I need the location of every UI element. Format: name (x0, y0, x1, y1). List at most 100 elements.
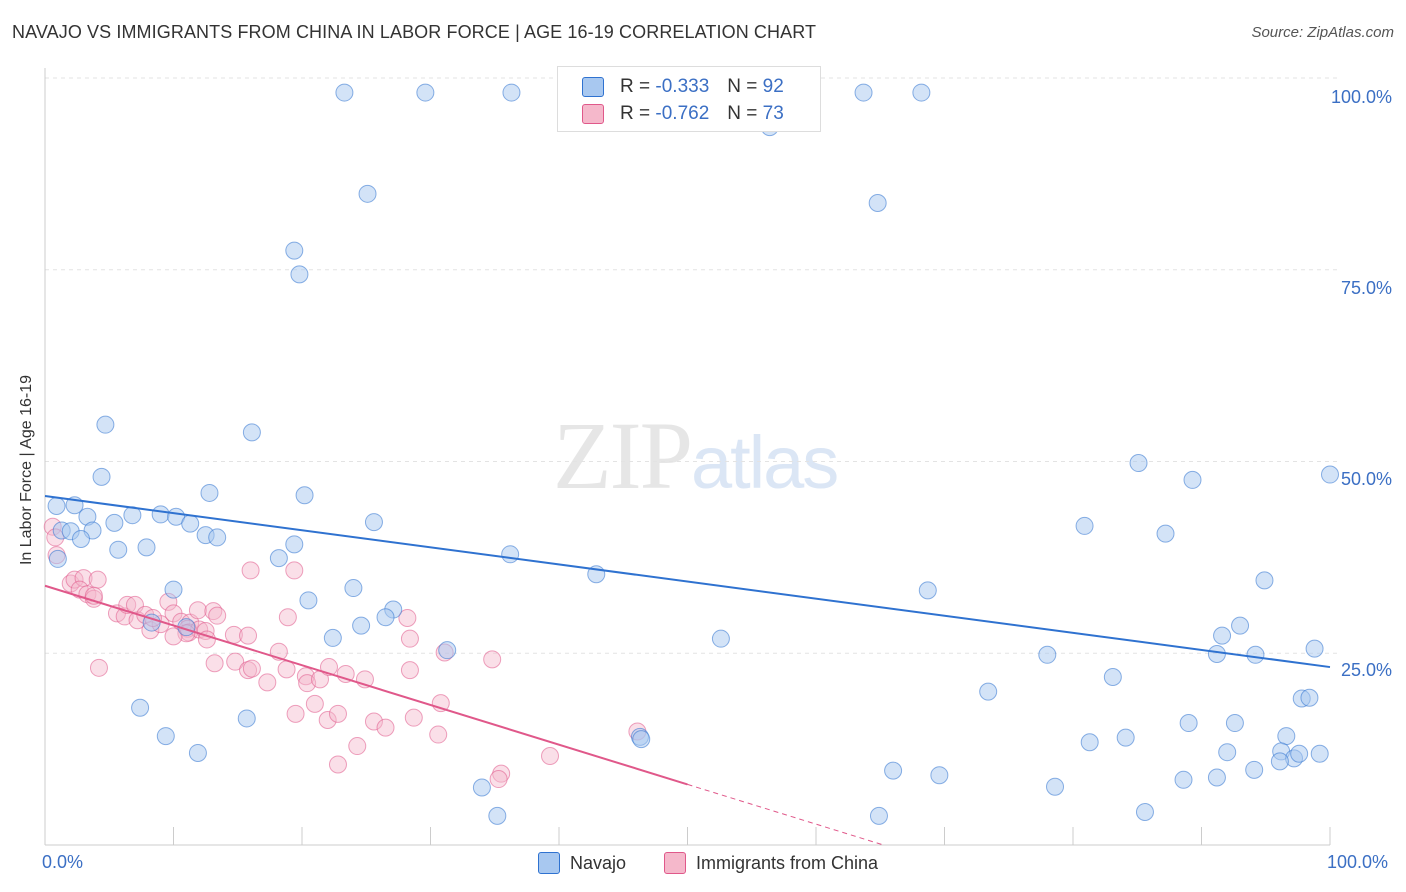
china-point (541, 747, 560, 766)
navajo-point (869, 806, 888, 825)
source-label: Source: ZipAtlas.com (1251, 24, 1394, 41)
navajo-point (711, 629, 730, 648)
navajo-point (979, 682, 998, 701)
navajo-point (1231, 616, 1250, 635)
navajo-point (1270, 752, 1289, 771)
china-trendline (44, 584, 688, 786)
navajo-point (156, 727, 175, 746)
china-point (483, 650, 502, 669)
bottom-legend-swatch-navajo (538, 852, 560, 874)
navajo-point (1038, 645, 1057, 664)
legend-swatch-navajo (582, 77, 604, 97)
navajo-point (1207, 645, 1226, 664)
bottom-legend-china: Immigrants from China (664, 852, 878, 874)
navajo-point (352, 616, 371, 635)
navajo-point (290, 265, 309, 284)
navajo-point (472, 778, 491, 797)
legend-r-value: -0.762 (655, 103, 710, 124)
china-point (492, 764, 511, 783)
navajo-point (242, 423, 261, 442)
navajo-point (1075, 516, 1094, 535)
y-tick-label: 50.0% (1340, 469, 1392, 489)
navajo-point (208, 528, 227, 547)
china-point (296, 667, 315, 686)
navajo-point (1321, 465, 1339, 484)
navajo-point (632, 730, 651, 749)
gridlines (45, 77, 1340, 654)
china-point (208, 606, 227, 625)
navajo-point (1277, 727, 1296, 746)
navajo-point (105, 513, 124, 532)
navajo-point (1225, 714, 1244, 733)
navajo-point (200, 483, 219, 502)
chart-title: NAVAJO VS IMMIGRANTS FROM CHINA IN LABOR… (12, 22, 817, 42)
legend-r-label: R = (620, 76, 651, 97)
china-point (328, 704, 347, 723)
navajo-point (164, 580, 183, 599)
bottom-legend-navajo: Navajo (538, 852, 626, 874)
china-point (364, 712, 383, 731)
navajo-point (299, 591, 318, 610)
navajo-point (335, 83, 354, 102)
navajo-point (71, 529, 90, 548)
navajo-point (1207, 768, 1226, 787)
china-point (88, 570, 107, 589)
china-point (258, 673, 277, 692)
china-point (328, 755, 347, 774)
navajo-point (854, 83, 873, 102)
legend-row-china: R = -0.762 N = 73 (582, 103, 784, 125)
china-points (43, 517, 647, 789)
navajo-point (376, 608, 395, 627)
legend-r-label: R = (620, 103, 651, 124)
x-tick-label: 100.0% (1327, 852, 1389, 872)
navajo-point (285, 535, 304, 554)
navajo-point (188, 743, 207, 762)
legend-n-label: N = (727, 103, 758, 124)
china-point (241, 561, 260, 580)
navajo-point (416, 83, 435, 102)
navajo-points (47, 83, 1339, 825)
navajo-point (501, 545, 520, 564)
navajo-point (96, 415, 115, 434)
legend-n-value: 92 (762, 76, 784, 97)
navajo-point (1179, 714, 1198, 733)
navajo-point (1218, 743, 1237, 762)
navajo-point (488, 806, 507, 825)
china-point (205, 654, 224, 673)
china-point (348, 737, 367, 756)
china-point (376, 718, 395, 737)
china-point (164, 627, 183, 646)
china-point (305, 694, 324, 713)
legend-row-navajo: R = -0.333 N = 92 (582, 76, 784, 98)
navajo-point (912, 83, 931, 102)
watermark-atlas: atlas (691, 421, 839, 504)
axes (44, 68, 1331, 846)
watermark-zip: ZIP (553, 402, 693, 509)
legend-box: R = -0.333 N = 92 R = -0.762 N = 73 (557, 66, 821, 132)
legend-n-value: 73 (762, 103, 784, 124)
china-point (278, 608, 297, 627)
navajo-point (1080, 733, 1099, 752)
navajo-point (131, 698, 150, 717)
china-point (489, 770, 508, 789)
china-point (400, 661, 419, 680)
navajo-point (151, 505, 170, 524)
legend-n-label: N = (727, 76, 758, 97)
china-point (277, 660, 296, 679)
navajo-point (237, 709, 256, 728)
navajo-point (1245, 760, 1264, 779)
navajo-point (1183, 470, 1202, 489)
navajo-point (1255, 571, 1274, 590)
navajo-point (269, 549, 288, 568)
navajo-point (1290, 744, 1309, 763)
navajo-point (364, 513, 383, 532)
legend-swatch-china (582, 104, 604, 124)
china-point (285, 561, 304, 580)
china-point (398, 608, 417, 627)
legend-r-value: -0.333 (655, 76, 710, 97)
china-point (239, 626, 258, 645)
navajo-point (48, 549, 67, 568)
navajo-point (109, 540, 128, 559)
bottom-legend-label: Navajo (570, 852, 627, 873)
